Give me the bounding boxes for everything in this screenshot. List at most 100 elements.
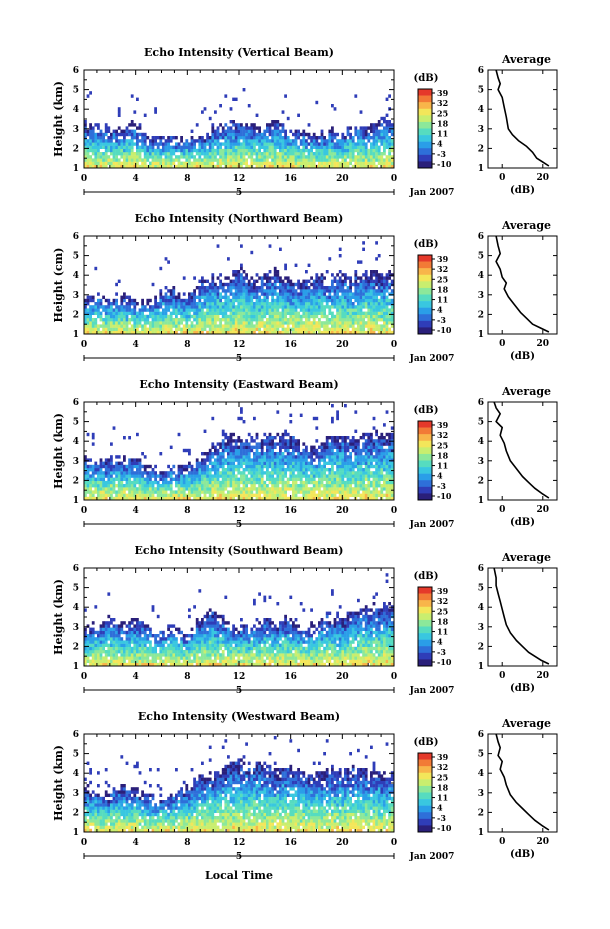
heatmap-cell bbox=[206, 136, 209, 140]
heatmap-cell bbox=[364, 487, 368, 491]
heatmap-cell bbox=[297, 484, 300, 488]
heatmap-cell bbox=[281, 305, 285, 309]
heatmap-cell bbox=[320, 295, 324, 299]
heatmap-cell bbox=[86, 94, 90, 98]
heatmap-cell bbox=[289, 413, 293, 417]
heatmap-cell bbox=[130, 145, 134, 149]
heatmap-cell bbox=[149, 474, 152, 478]
heatmap-cell bbox=[245, 298, 248, 303]
heatmap-cell bbox=[315, 474, 319, 478]
heatmap-cell bbox=[362, 493, 365, 497]
heatmap-cell bbox=[195, 458, 199, 462]
heatmap-cell bbox=[162, 330, 165, 335]
heatmap-cell bbox=[211, 461, 215, 465]
heatmap-cell bbox=[185, 327, 189, 331]
heatmap-cell bbox=[91, 496, 95, 501]
heatmap-cell bbox=[377, 305, 381, 309]
heatmap-cell bbox=[271, 484, 274, 488]
heatmap-cell bbox=[362, 161, 365, 165]
heatmap-cell bbox=[172, 490, 176, 494]
heatmap-cell bbox=[271, 496, 274, 501]
heatmap-cell bbox=[128, 464, 131, 469]
heatmap-cell bbox=[266, 474, 269, 478]
heatmap-cell bbox=[175, 314, 178, 319]
heatmap-cell bbox=[318, 484, 321, 488]
heatmap-cell bbox=[227, 471, 230, 475]
heatmap-cell bbox=[154, 302, 157, 306]
y-tick-label: 2 bbox=[73, 310, 79, 320]
heatmap-cell bbox=[115, 321, 118, 325]
heatmap-cell bbox=[284, 161, 287, 165]
heatmap-cell bbox=[383, 314, 386, 319]
heatmap-cell bbox=[91, 442, 95, 446]
heatmap-cell bbox=[354, 314, 358, 319]
heatmap-cell bbox=[84, 161, 87, 165]
heatmap-cell bbox=[271, 493, 274, 497]
heatmap-cell bbox=[143, 468, 147, 472]
heatmap-cell bbox=[292, 148, 295, 153]
heatmap-cell bbox=[341, 142, 345, 146]
colorbar-segment bbox=[418, 274, 432, 282]
heatmap-cell bbox=[195, 302, 199, 306]
heatmap-cell bbox=[336, 484, 339, 488]
heatmap-cell bbox=[201, 145, 204, 149]
heatmap-cell bbox=[346, 302, 350, 306]
colorbar-frame bbox=[417, 88, 433, 169]
colorbar-segment bbox=[418, 128, 432, 136]
heatmap-cell bbox=[312, 327, 316, 331]
heatmap-cell bbox=[143, 471, 147, 475]
heatmap-cell bbox=[325, 461, 329, 465]
heatmap-cell bbox=[318, 286, 321, 290]
heatmap-cell bbox=[242, 270, 246, 274]
heatmap-cell bbox=[331, 136, 334, 140]
heatmap-cell bbox=[162, 152, 165, 156]
heatmap-cell bbox=[159, 152, 163, 156]
heatmap-cell bbox=[276, 270, 280, 274]
heatmap-cell bbox=[315, 289, 319, 293]
heatmap-cell bbox=[169, 493, 173, 497]
heatmap-cell bbox=[185, 321, 189, 325]
heatmap-cell bbox=[289, 464, 293, 469]
heatmap-cell bbox=[281, 484, 285, 488]
heatmap-cell bbox=[240, 145, 243, 149]
heatmap-cell bbox=[188, 464, 191, 469]
heatmap-cell bbox=[177, 302, 181, 306]
heatmap-cell bbox=[190, 136, 194, 140]
heatmap-cell bbox=[240, 439, 243, 443]
heatmap-cell bbox=[284, 442, 287, 446]
heatmap-cell bbox=[154, 477, 157, 481]
heatmap-cell bbox=[331, 468, 334, 472]
heatmap-cell bbox=[245, 145, 248, 149]
heatmap-cell bbox=[383, 330, 386, 335]
heatmap-cell bbox=[164, 327, 168, 331]
heatmap-cell bbox=[84, 464, 87, 469]
heatmap-cell bbox=[164, 324, 168, 328]
heatmap-cell bbox=[154, 321, 157, 325]
heatmap-cell bbox=[234, 295, 238, 299]
heatmap-cell bbox=[328, 158, 332, 162]
heatmap-cell bbox=[115, 308, 118, 312]
heatmap-cell bbox=[388, 292, 391, 296]
heatmap-cell bbox=[229, 461, 233, 465]
heatmap-cell bbox=[224, 477, 228, 481]
heatmap-cell bbox=[271, 324, 274, 328]
heatmap-cell bbox=[250, 155, 254, 159]
heatmap-cell bbox=[203, 286, 207, 290]
heatmap-cell bbox=[247, 455, 251, 459]
heatmap-cell bbox=[237, 480, 241, 485]
heatmap-cell bbox=[255, 148, 259, 153]
heatmap-cell bbox=[281, 139, 285, 143]
heatmap-cell bbox=[312, 155, 316, 159]
heatmap-cell bbox=[91, 436, 95, 440]
heatmap-cell bbox=[193, 155, 196, 159]
heatmap-cell bbox=[120, 496, 124, 501]
heatmap-cell bbox=[125, 164, 129, 169]
heatmap-cell bbox=[281, 308, 285, 312]
heatmap-cell bbox=[372, 302, 376, 306]
heatmap-cell bbox=[388, 139, 391, 143]
heatmap-cell bbox=[162, 480, 165, 485]
heatmap-cell bbox=[102, 158, 105, 162]
heatmap-cell bbox=[333, 152, 337, 156]
heatmap-cell bbox=[362, 480, 365, 485]
heatmap-cell bbox=[112, 142, 116, 146]
